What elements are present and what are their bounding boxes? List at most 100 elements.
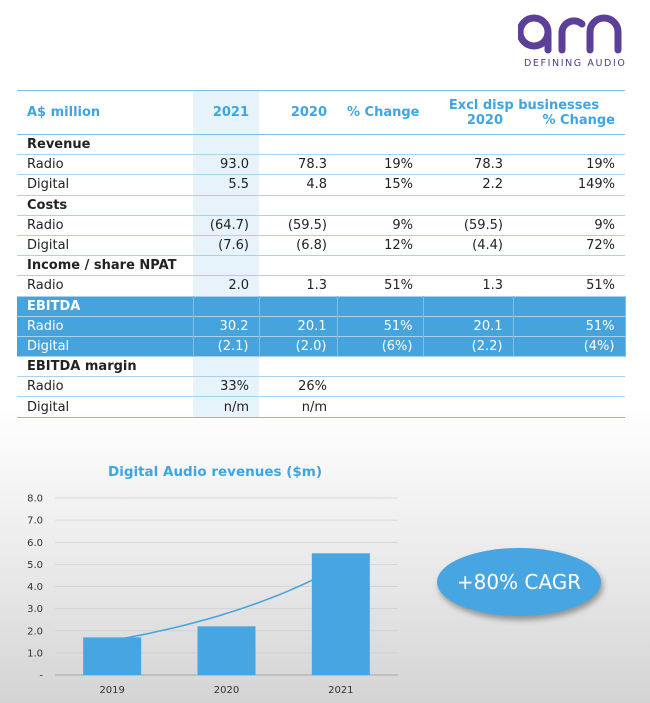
y-tick-label: 3.0 xyxy=(27,604,43,615)
header-change: % Change xyxy=(347,105,420,120)
table-row: Digital (7.6) (6.8) 12% (4.4) 72% xyxy=(17,235,625,256)
cell-y2020 xyxy=(259,256,337,276)
table-row: Digital 5.5 4.8 15% 2.2 149% xyxy=(17,174,625,196)
cell-excl-2020 xyxy=(423,377,513,397)
y-tick-label: 5.0 xyxy=(27,560,43,571)
cell-excl-2020: 20.1 xyxy=(423,316,514,337)
cell-change: 19% xyxy=(384,157,413,173)
row-label: Digital xyxy=(17,336,194,357)
row-label: Digital xyxy=(27,399,70,415)
row-label: Radio xyxy=(27,278,64,294)
section-label: EBITDA margin xyxy=(27,359,137,375)
financial-table: A$ million 2021 2020 % Change Excl disp … xyxy=(17,90,626,418)
row-label: Digital xyxy=(27,238,70,254)
table-row: Radio 33% 26% xyxy=(17,376,625,397)
row-label: Radio xyxy=(17,316,194,337)
cell-y2020: (59.5) xyxy=(287,217,327,233)
chart-bars xyxy=(83,553,370,675)
cell-change xyxy=(337,296,424,317)
cell-y2020: 1.3 xyxy=(306,278,327,294)
cell-excl-2020: 1.3 xyxy=(482,278,503,294)
cell-excl-change: 149% xyxy=(577,177,615,193)
cell-excl-change: 19% xyxy=(586,157,615,173)
table-section-row: Revenue xyxy=(17,134,625,155)
header-excl-2020: 2020 xyxy=(466,112,503,128)
cell-change xyxy=(337,256,423,276)
table-row: Digital n/m n/m xyxy=(17,396,625,418)
cell-change: (6%) xyxy=(337,336,424,357)
arn-logo: DEFINING AUDIO xyxy=(516,10,628,72)
cell-y2021: (7.6) xyxy=(193,235,259,256)
header-excl-change: % Change xyxy=(542,112,616,128)
cell-excl-change: (4%) xyxy=(513,336,626,357)
cell-excl-2020: 78.3 xyxy=(474,157,503,173)
cell-y2020: (2.0) xyxy=(259,336,338,357)
x-tick-label: 2021 xyxy=(328,685,353,696)
cell-excl-change: 72% xyxy=(586,238,615,254)
section-label: Revenue xyxy=(27,137,91,153)
table-section-row: EBITDA xyxy=(17,296,626,317)
section-label: EBITDA xyxy=(17,296,194,317)
cell-y2021: 2.0 xyxy=(193,275,259,296)
row-label: Digital xyxy=(27,177,70,193)
table-section-row: EBITDA margin xyxy=(17,356,625,377)
section-label: Income / share NPAT xyxy=(27,258,177,274)
cell-excl-2020 xyxy=(423,135,513,155)
cell-y2021 xyxy=(193,296,260,317)
bar-2019 xyxy=(83,637,142,675)
cell-change: 9% xyxy=(392,217,413,233)
cell-excl-2020 xyxy=(423,357,513,377)
cagr-badge: +80% CAGR xyxy=(437,548,601,616)
trend-line xyxy=(112,564,342,642)
cell-y2020: 4.8 xyxy=(306,177,327,193)
y-tick-label: 1.0 xyxy=(27,648,43,659)
header-label: A$ million xyxy=(27,105,101,120)
cell-excl-change: 9% xyxy=(594,217,615,233)
y-tick-label: - xyxy=(39,671,43,682)
y-tick-label: 4.0 xyxy=(27,582,43,593)
cell-excl-2020: (59.5) xyxy=(463,217,503,233)
cell-y2020: n/m xyxy=(301,399,327,415)
cell-change: 12% xyxy=(384,238,413,254)
cell-excl-2020 xyxy=(423,256,513,276)
table-header-row: A$ million 2021 2020 % Change Excl disp … xyxy=(17,90,625,135)
row-label: Radio xyxy=(27,157,64,173)
header-excl-group: Excl disp businesses xyxy=(448,97,600,113)
cell-y2021 xyxy=(193,195,259,216)
cell-excl-change: 51% xyxy=(513,316,626,337)
y-tick-label: 7.0 xyxy=(27,516,43,527)
cell-excl-2020 xyxy=(423,397,513,417)
table-section-row: Costs xyxy=(17,195,625,216)
cell-change xyxy=(337,357,423,377)
bar-2021 xyxy=(311,553,370,675)
table-row: Digital (2.1) (2.0) (6%) (2.2) (4%) xyxy=(17,336,626,357)
cell-y2020 xyxy=(259,135,337,155)
chart-title: Digital Audio revenues ($m) xyxy=(108,464,322,480)
brand-tagline: DEFINING AUDIO xyxy=(524,58,627,69)
cell-y2020 xyxy=(259,296,338,317)
cell-change xyxy=(337,377,423,397)
cell-change: 15% xyxy=(384,177,413,193)
x-tick-label: 2019 xyxy=(99,685,124,696)
cell-excl-change xyxy=(513,256,625,276)
cell-y2020: 26% xyxy=(298,379,327,395)
cell-excl-change xyxy=(513,195,625,215)
row-label: Radio xyxy=(27,379,64,395)
header-2020: 2020 xyxy=(290,105,327,120)
cell-excl-2020: 2.2 xyxy=(482,177,503,193)
digital-audio-chart: Digital Audio revenues ($m) - 1.0 2.0 3.0 4.… xyxy=(27,464,398,696)
cell-y2021 xyxy=(193,134,259,155)
cell-y2020 xyxy=(259,357,337,377)
y-tick-label: 8.0 xyxy=(27,494,43,505)
table-row: Radio 2.0 1.3 51% 1.3 51% xyxy=(17,275,625,296)
cell-excl-change xyxy=(513,397,625,417)
x-axis-ticks: 2019 2020 2021 xyxy=(99,685,353,696)
cell-y2020: 20.1 xyxy=(259,316,338,337)
cell-y2021 xyxy=(193,255,259,276)
cell-y2020: (6.8) xyxy=(296,238,327,254)
cell-change xyxy=(337,195,423,215)
cell-excl-change xyxy=(513,296,626,317)
cell-excl-change xyxy=(513,357,625,377)
cell-y2021: n/m xyxy=(193,396,259,418)
cell-y2021 xyxy=(193,356,259,377)
